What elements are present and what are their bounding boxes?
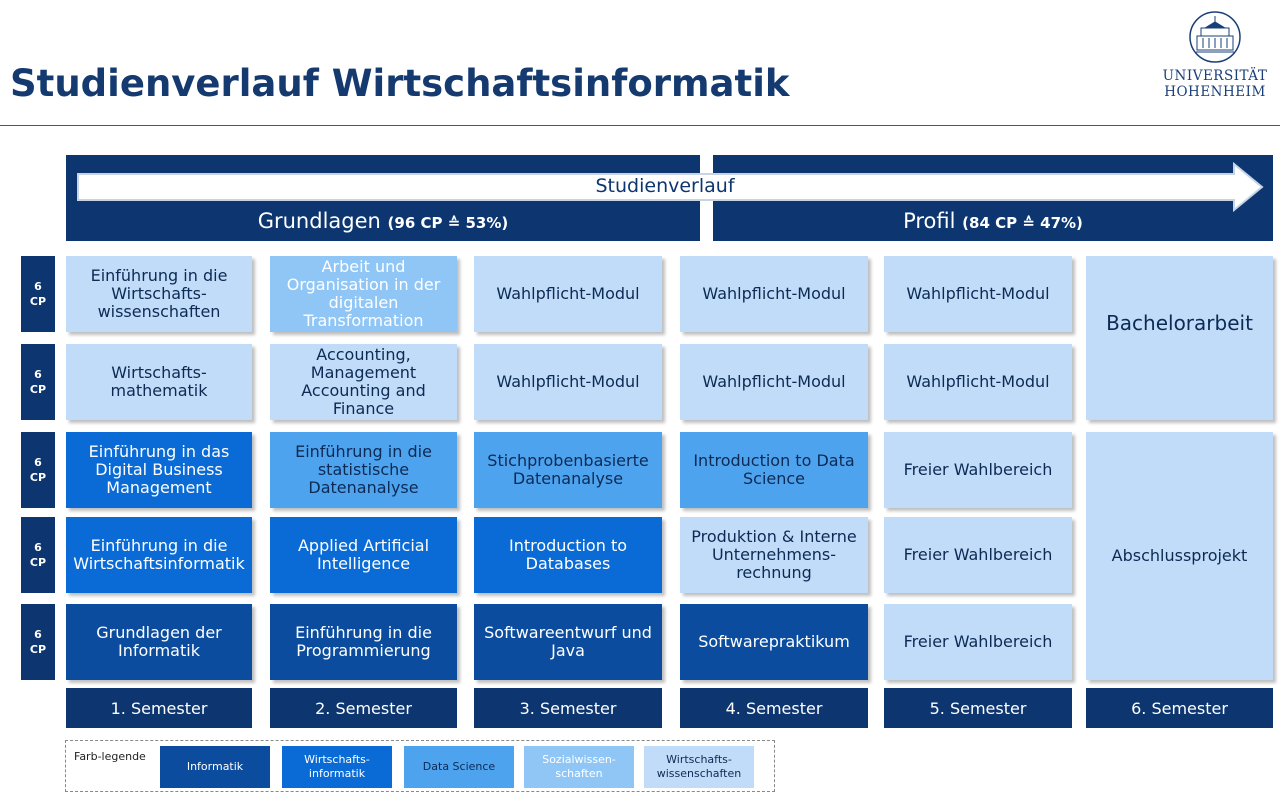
module-name: Freier Wahlbereich bbox=[903, 632, 1053, 651]
semester-label: 5. Semester bbox=[884, 688, 1072, 728]
semester-label: 6. Semester bbox=[1086, 688, 1273, 728]
legend-label: Sozialwissen-schaften bbox=[542, 753, 616, 780]
module-cell[interactable]: Introduction to Databases bbox=[474, 517, 662, 593]
module-cell[interactable]: Introduction to Data Science bbox=[680, 432, 868, 508]
module-cell[interactable]: Arbeit und Organisation in der digitalen… bbox=[270, 256, 457, 332]
module-name: Abschlussprojekt bbox=[1111, 546, 1248, 565]
phase-detail: (96 CP ≙ 53%) bbox=[387, 214, 509, 232]
module-cell[interactable]: Grundlagen der Informatik bbox=[66, 604, 252, 680]
module-name: Introduction to Databases bbox=[508, 536, 628, 573]
module-cell[interactable]: Abschlussprojekt bbox=[1086, 432, 1273, 680]
legend-label: Wirtschafts-informatik bbox=[304, 753, 370, 780]
module-name: Produktion & Interne Unternehmens-rechnu… bbox=[691, 527, 857, 582]
module-name: Wahlpflicht-Modul bbox=[906, 284, 1050, 303]
credit-points-label: 6 CP bbox=[21, 604, 55, 680]
module-name: Wahlpflicht-Modul bbox=[906, 372, 1050, 391]
semester-label: 2. Semester bbox=[270, 688, 457, 728]
module-cell[interactable]: Stichprobenbasierte Datenanalyse bbox=[474, 432, 662, 508]
module-cell[interactable]: Accounting, Management Accounting and Fi… bbox=[270, 344, 457, 420]
credit-points-label: 6 CP bbox=[21, 256, 55, 332]
module-name: Introduction to Data Science bbox=[693, 451, 855, 488]
module-name: Freier Wahlbereich bbox=[903, 545, 1053, 564]
module-cell[interactable]: Wirtschafts-mathematik bbox=[66, 344, 252, 420]
phase-label: Grundlagen bbox=[257, 209, 381, 233]
semester-label: 3. Semester bbox=[474, 688, 662, 728]
module-cell[interactable]: Wahlpflicht-Modul bbox=[680, 344, 868, 420]
module-cell[interactable]: Einführung in die statistische Datenanal… bbox=[270, 432, 457, 508]
credit-points-label: 6 CP bbox=[21, 517, 55, 593]
cp-number: 6 bbox=[34, 456, 42, 469]
legend-label: Wirtschafts-wissenschaften bbox=[656, 753, 742, 780]
module-cell[interactable]: Bachelorarbeit bbox=[1086, 256, 1273, 420]
module-name: Freier Wahlbereich bbox=[903, 460, 1053, 479]
module-name: Wahlpflicht-Modul bbox=[496, 372, 640, 391]
module-cell[interactable]: Wahlpflicht-Modul bbox=[884, 256, 1072, 332]
legend-label: Data Science bbox=[422, 760, 496, 773]
module-name: Einführung in die Programmierung bbox=[295, 623, 432, 660]
module-cell[interactable]: Softwarepraktikum bbox=[680, 604, 868, 680]
legend-item: Wirtschafts-informatik bbox=[282, 746, 392, 788]
university-seal-icon bbox=[1189, 11, 1241, 63]
module-name: Einführung in die Wirtschafts-wissenscha… bbox=[90, 266, 228, 321]
cp-number: 6 bbox=[34, 280, 42, 293]
module-name: Softwareentwurf und Java bbox=[484, 623, 652, 660]
cp-number: 6 bbox=[34, 541, 42, 554]
module-cell[interactable]: Wahlpflicht-Modul bbox=[680, 256, 868, 332]
module-name: Stichprobenbasierte Datenanalyse bbox=[487, 451, 649, 488]
module-cell[interactable]: Einführung in das Digital Business Manag… bbox=[66, 432, 252, 508]
module-cell[interactable]: Wahlpflicht-Modul bbox=[474, 256, 662, 332]
cp-number: 6 bbox=[34, 628, 42, 641]
module-cell[interactable]: Softwareentwurf und Java bbox=[474, 604, 662, 680]
page-title: Studienverlauf Wirtschaftsinformatik bbox=[10, 62, 790, 105]
module-cell[interactable]: Produktion & Interne Unternehmens-rechnu… bbox=[680, 517, 868, 593]
module-name: Einführung in die Wirtschaftsinformatik bbox=[73, 536, 245, 573]
module-name: Einführung in das Digital Business Manag… bbox=[88, 442, 230, 497]
module-cell[interactable]: Freier Wahlbereich bbox=[884, 604, 1072, 680]
phase-label: Profil bbox=[903, 209, 956, 233]
cp-unit: CP bbox=[29, 643, 47, 656]
module-cell[interactable]: Wahlpflicht-Modul bbox=[884, 344, 1072, 420]
cp-unit: CP bbox=[29, 383, 47, 396]
semester-label: 4. Semester bbox=[680, 688, 868, 728]
module-name: Wahlpflicht-Modul bbox=[702, 284, 846, 303]
module-name: Einführung in die statistische Datenanal… bbox=[295, 442, 432, 497]
progress-arrow-icon bbox=[77, 162, 1264, 212]
legend-title: Farb-legende bbox=[74, 750, 146, 763]
module-name: Bachelorarbeit bbox=[1106, 311, 1253, 335]
color-legend: Farb-legende Informatik Wirtschafts-infor… bbox=[65, 740, 775, 792]
logo-line-1: UNIVERSITÄT bbox=[1162, 68, 1268, 84]
credit-points-label: 6 CP bbox=[21, 344, 55, 420]
credit-points-label: 6 CP bbox=[21, 432, 55, 508]
arrow-label: Studienverlauf bbox=[595, 175, 735, 197]
module-cell[interactable]: Einführung in die Wirtschafts-wissenscha… bbox=[66, 256, 252, 332]
module-name: Applied Artificial Intelligence bbox=[297, 536, 430, 573]
module-name: Wirtschafts-mathematik bbox=[110, 363, 208, 400]
cp-unit: CP bbox=[29, 556, 47, 569]
module-cell[interactable]: Einführung in die Programmierung bbox=[270, 604, 457, 680]
module-name: Grundlagen der Informatik bbox=[96, 623, 222, 660]
legend-item: Informatik bbox=[160, 746, 270, 788]
semester-label: 1. Semester bbox=[66, 688, 252, 728]
cp-number: 6 bbox=[34, 368, 42, 381]
module-name: Wahlpflicht-Modul bbox=[496, 284, 640, 303]
module-name: Wahlpflicht-Modul bbox=[702, 372, 846, 391]
cp-unit: CP bbox=[29, 295, 47, 308]
module-name: Arbeit und Organisation in der digitalen… bbox=[286, 257, 441, 330]
legend-item: Wirtschafts-wissenschaften bbox=[644, 746, 754, 788]
legend-item: Data Science bbox=[404, 746, 514, 788]
cp-unit: CP bbox=[29, 471, 47, 484]
module-name: Accounting, Management Accounting and Fi… bbox=[301, 345, 426, 418]
university-logo: UNIVERSITÄT HOHENHEIM bbox=[1160, 10, 1270, 100]
legend-item: Sozialwissen-schaften bbox=[524, 746, 634, 788]
header-divider bbox=[0, 125, 1280, 126]
module-cell[interactable]: Freier Wahlbereich bbox=[884, 517, 1072, 593]
phase-detail: (84 CP ≙ 47%) bbox=[962, 214, 1083, 232]
module-cell[interactable]: Freier Wahlbereich bbox=[884, 432, 1072, 508]
module-cell[interactable]: Einführung in die Wirtschaftsinformatik bbox=[66, 517, 252, 593]
module-name: Softwarepraktikum bbox=[698, 632, 850, 651]
module-cell[interactable]: Applied Artificial Intelligence bbox=[270, 517, 457, 593]
module-cell[interactable]: Wahlpflicht-Modul bbox=[474, 344, 662, 420]
logo-line-2: HOHENHEIM bbox=[1164, 84, 1266, 100]
legend-label: Informatik bbox=[186, 760, 244, 773]
